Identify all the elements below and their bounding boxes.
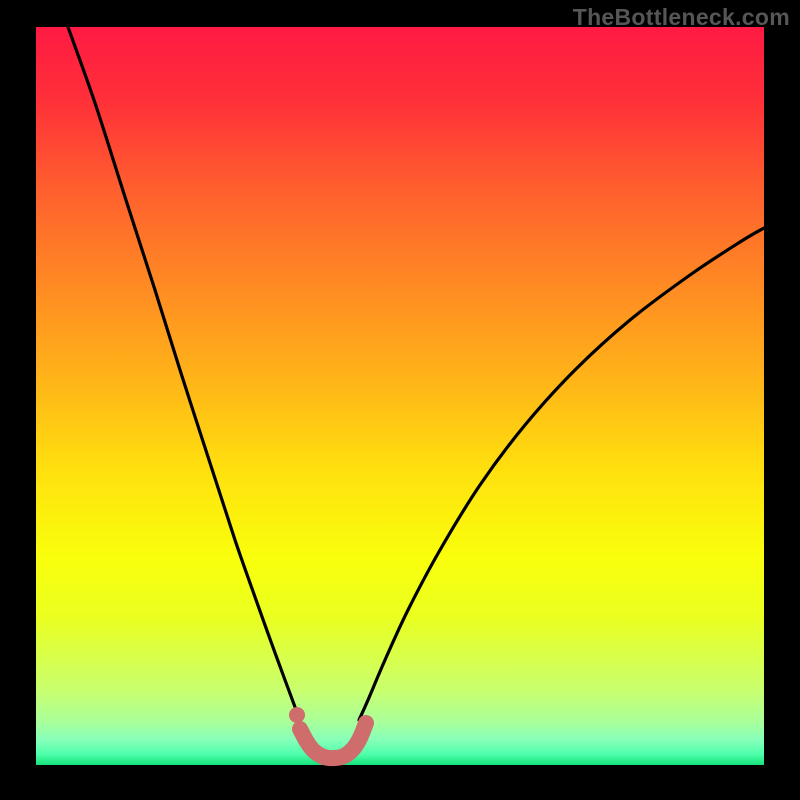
plot-area xyxy=(36,27,764,765)
marker-dot xyxy=(289,707,305,723)
chart-container: TheBottleneck.com xyxy=(0,0,800,800)
chart-svg xyxy=(0,0,800,800)
watermark-text: TheBottleneck.com xyxy=(573,4,790,31)
